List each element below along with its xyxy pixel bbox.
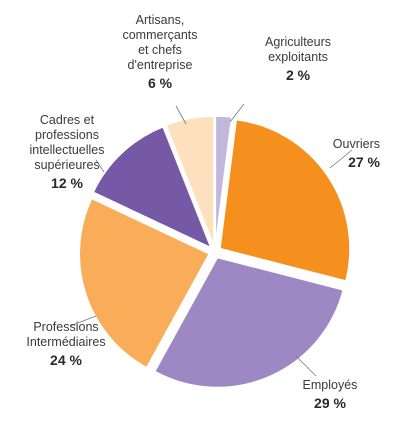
slice-value-artisans-commer-ants-et-chefs-d-entreprise: 6 % bbox=[148, 75, 173, 91]
slice-label-professions-interm-diaires-line-2: Intermédiaires bbox=[26, 335, 105, 349]
pie-slice-employ-s bbox=[153, 256, 345, 389]
leader-line-cadres-et-professions-intellectuelles-sup-rieures bbox=[95, 159, 105, 173]
slice-label-cadres-et-professions-intellectuelles-sup-rieures-line-2: professions bbox=[35, 128, 99, 142]
slice-label-cadres-et-professions-intellectuelles-sup-rieures-line-4: supérieures bbox=[34, 158, 99, 172]
pie-slice-professions-interm-diaires bbox=[78, 197, 211, 369]
leader-line-professions-interm-diaires bbox=[69, 315, 97, 327]
slice-value-professions-interm-diaires: 24 % bbox=[50, 352, 82, 368]
slice-label-artisans-commer-ants-et-chefs-d-entreprise-line-1: Artisans, bbox=[136, 13, 185, 27]
leader-lines bbox=[69, 103, 353, 377]
slice-value-agriculteurs-exploitants: 2 % bbox=[286, 67, 311, 83]
pie-slices bbox=[78, 115, 351, 389]
leader-line-artisans-commer-ants-et-chefs-d-entreprise bbox=[175, 105, 187, 125]
slice-label-artisans-commer-ants-et-chefs-d-entreprise-line-4: d'entreprise bbox=[128, 58, 193, 72]
slice-label-cadres-et-professions-intellectuelles-sup-rieures-line-3: intellectuelles bbox=[29, 143, 104, 157]
slice-label-agriculteurs-exploitants-line-1: Agriculteurs bbox=[265, 35, 331, 49]
slice-label-artisans-commer-ants-et-chefs-d-entreprise-line-2: commerçants bbox=[122, 28, 197, 42]
leader-line-agriculteurs-exploitants bbox=[229, 103, 245, 123]
slice-value-ouvriers: 27 % bbox=[348, 154, 380, 170]
leader-line-employ-s bbox=[295, 355, 317, 377]
slice-label-employ-s-line-1: Employés bbox=[303, 378, 358, 392]
slice-label-agriculteurs-exploitants-line-2: exploitants bbox=[268, 50, 328, 64]
slice-label-ouvriers-line-1: Ouvriers bbox=[333, 137, 380, 151]
slice-value-cadres-et-professions-intellectuelles-sup-rieures: 12 % bbox=[51, 175, 83, 191]
leader-line-ouvriers bbox=[329, 149, 353, 169]
slice-label-professions-interm-diaires-line-1: Professions bbox=[33, 320, 98, 334]
slice-label-cadres-et-professions-intellectuelles-sup-rieures-line-1: Cadres et bbox=[40, 113, 95, 127]
pie-slice-agriculteurs-exploitants bbox=[214, 115, 233, 247]
pie-slice-cadres-et-professions-intellectuelles-sup-rieures bbox=[92, 125, 213, 250]
slice-value-employ-s: 29 % bbox=[314, 395, 346, 411]
slice-label-artisans-commer-ants-et-chefs-d-entreprise-line-3: et chefs bbox=[138, 43, 182, 57]
pie-slice-ouvriers bbox=[219, 118, 351, 282]
pie-slice-artisans-commer-ants-et-chefs-d-entreprise bbox=[165, 115, 215, 247]
